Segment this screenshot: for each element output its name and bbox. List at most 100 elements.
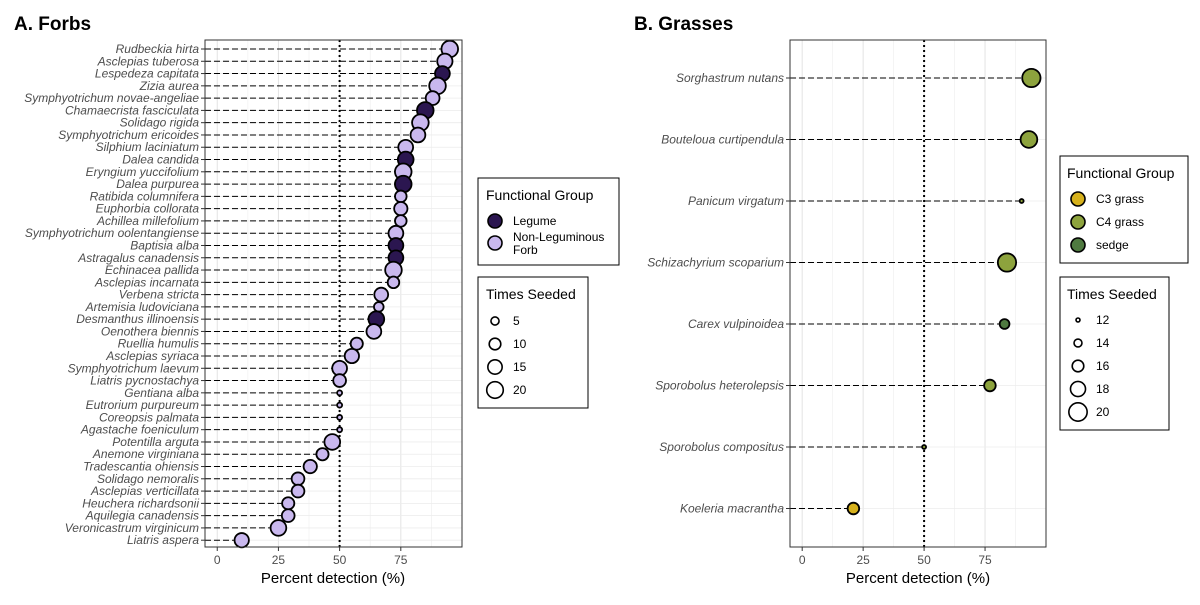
y-tick-label-asclepias-syriaca: Asclepias syriaca	[105, 349, 199, 363]
panel-a-group-legend-title: Functional Group	[486, 187, 594, 203]
point-euphorbia-collorata	[393, 201, 409, 217]
point-liatris-pycnostachya	[332, 373, 347, 388]
point-solidago-nemoralis	[290, 471, 306, 487]
size-legend-label-5: 5	[513, 314, 520, 328]
panel-a-x-ticks: 0 25 50 75	[214, 547, 408, 567]
x-tick-label-0: 0	[214, 553, 221, 567]
point-tradescantia-ohiensis	[302, 458, 318, 475]
legend-label-c4-grass: C4 grass	[1096, 215, 1144, 229]
size-legend-label-20: 20	[1096, 405, 1110, 419]
y-tick-label-eryngium-yuccifolium: Eryngium yuccifolium	[86, 165, 199, 179]
panel-b-marks	[790, 40, 1042, 547]
y-tick-label-silphium-laciniatum: Silphium laciniatum	[96, 140, 199, 154]
y-tick-label-solidago-rigida: Solidago rigida	[120, 116, 200, 130]
panel-b: B. Grasses Sorghastrum nutans Bouteloua c…	[634, 14, 1047, 587]
point-oenothera-biennis	[365, 323, 383, 340]
y-tick-label-symphyotrichum-ericoides: Symphyotrichum ericoides	[58, 128, 199, 142]
legend-label-non-leguminous-forb-line2: Forb	[513, 243, 538, 257]
y-tick-label-oenothera-biennis: Oenothera biennis	[101, 324, 199, 338]
size-legend-key-14	[1073, 338, 1083, 348]
point-dalea-purpurea	[394, 174, 413, 194]
panel-a-frame	[204, 39, 463, 548]
size-legend-label-12: 12	[1096, 313, 1110, 327]
y-tick-label-euphorbia-collorata: Euphorbia collorata	[96, 202, 200, 216]
point-panicum-virgatum	[1018, 198, 1025, 204]
point-heuchera-richardsonii	[281, 496, 296, 511]
panel-b-grid	[790, 40, 1046, 547]
point-liatris-aspera	[233, 532, 250, 549]
point-asclepias-verticillata	[290, 483, 306, 499]
y-tick-label-potentilla-arguta: Potentilla arguta	[112, 435, 199, 449]
y-tick-label-agastache-foeniculum: Agastache foeniculum	[80, 423, 199, 437]
panel-a-size-legend-title: Times Seeded	[486, 286, 576, 302]
size-legend-label-18: 18	[1096, 382, 1110, 396]
panel-b-title: B. Grasses	[634, 14, 733, 35]
y-tick-label-zizia-aurea: Zizia aurea	[139, 79, 200, 93]
y-tick-label-achillea-millefolium: Achillea millefolium	[96, 214, 199, 228]
y-tick-label-sorghastrum-nutans: Sorghastrum nutans	[676, 71, 784, 85]
legend-key-c3-grass	[1070, 191, 1086, 207]
point-eutrorium-purpureum	[336, 401, 344, 409]
y-tick-label-symphyotrichum-laevum: Symphyotrichum laevum	[68, 361, 199, 375]
point-sorghastrum-nutans	[1021, 67, 1042, 89]
panel-a-legends: Functional Group Legume Non-LeguminousFor…	[477, 177, 620, 409]
legend-key-non-leguminous-forb	[487, 235, 503, 251]
y-tick-label-symphyotrichum-oolentangiense: Symphyotrichum oolentangiense	[25, 226, 199, 240]
legend-label-non-leguminous-forb-line1: Non-Leguminous	[513, 230, 604, 244]
panel-b-size-legend-title: Times Seeded	[1067, 286, 1157, 302]
y-tick-label-desmanthus-illinoensis: Desmanthus illinoensis	[76, 312, 199, 326]
y-tick-label-sporobolus-heterolepsis: Sporobolus heterolepsis	[655, 379, 784, 393]
point-symphyotrichum-ericoides	[409, 126, 427, 144]
size-legend-label-16: 16	[1096, 359, 1110, 373]
panel-a-x-axis-title: Percent detection (%)	[261, 570, 405, 587]
y-tick-label-asclepias-incarnata: Asclepias incarnata	[94, 275, 199, 289]
legend-label-sedge: sedge	[1096, 238, 1129, 252]
panel-b-legends: Functional Group C3 grass C4 grass sedge T…	[1059, 155, 1189, 431]
y-tick-label-chamaecrista-fasciculata: Chamaecrista fasciculata	[65, 103, 199, 117]
y-tick-label-ruellia-humulis: Ruellia humulis	[118, 337, 199, 351]
y-tick-label-asclepias-tuberosa: Asclepias tuberosa	[97, 54, 200, 68]
panel-b-group-legend-title: Functional Group	[1067, 165, 1175, 181]
y-tick-label-sporobolus-compositus: Sporobolus compositus	[659, 440, 784, 454]
y-tick-label-anemone-virginiana: Anemone virginiana	[92, 447, 199, 461]
y-tick-label-rudbeckia-hirta: Rudbeckia hirta	[116, 42, 200, 56]
y-tick-label-astragalus-canadensis: Astragalus canadensis	[77, 251, 199, 265]
size-legend-key-12	[1075, 317, 1081, 323]
y-tick-label-eutrorium-purpureum: Eutrorium purpureum	[86, 398, 199, 412]
point-carex-vulpinoidea	[998, 318, 1011, 330]
size-legend-key-5	[490, 316, 500, 326]
y-tick-label-ratibida-columnifera: Ratibida columnifera	[90, 189, 200, 203]
y-tick-label-liatris-pycnostachya: Liatris pycnostachya	[90, 374, 199, 388]
legend-key-legume	[487, 213, 503, 229]
point-sporobolus-compositus	[921, 444, 927, 450]
point-coreopsis-palmata	[336, 414, 344, 421]
panel-b-y-tick-labels: Sorghastrum nutans Bouteloua curtipendula…	[647, 71, 790, 516]
point-schizachyrium-scoparium	[996, 252, 1018, 273]
y-tick-label-verbena-stricta: Verbena stricta	[119, 288, 200, 302]
legend-label-c3-grass: C3 grass	[1096, 192, 1144, 206]
point-artemisia-ludoviciana	[373, 301, 385, 313]
panel-b-size-legend-items: 12 14 16 18 20	[1068, 313, 1110, 422]
y-tick-label-carex-vulpinoidea: Carex vulpinoidea	[688, 317, 784, 331]
legend-key-sedge	[1070, 237, 1086, 253]
y-tick-label-asclepias-verticillata: Asclepias verticillata	[90, 484, 199, 498]
x-tick-label-0: 0	[799, 553, 806, 567]
y-tick-label-bouteloua-curtipendula: Bouteloua curtipendula	[661, 133, 784, 147]
panel-b-group-legend-items: C3 grass C4 grass sedge	[1070, 191, 1144, 253]
panel-b-x-ticks: 0 25 50 75	[799, 547, 992, 567]
y-tick-label-baptisia-alba: Baptisia alba	[130, 238, 199, 252]
legend-key-c4-grass	[1070, 214, 1086, 230]
size-legend-key-16	[1071, 359, 1085, 373]
size-legend-label-10: 10	[513, 337, 527, 351]
panel-a-size-legend-items: 5 10 15 20	[485, 314, 527, 400]
size-legend-label-14: 14	[1096, 336, 1110, 350]
y-tick-label-symphyotrichum-novae-angeliae: Symphyotrichum novae-angeliae	[24, 91, 199, 105]
point-bouteloua-curtipendula	[1019, 130, 1039, 149]
point-aquilegia-canadensis	[280, 508, 296, 523]
x-tick-label-50: 50	[917, 553, 931, 567]
size-legend-key-10	[488, 337, 502, 351]
x-tick-label-75: 75	[978, 553, 992, 567]
